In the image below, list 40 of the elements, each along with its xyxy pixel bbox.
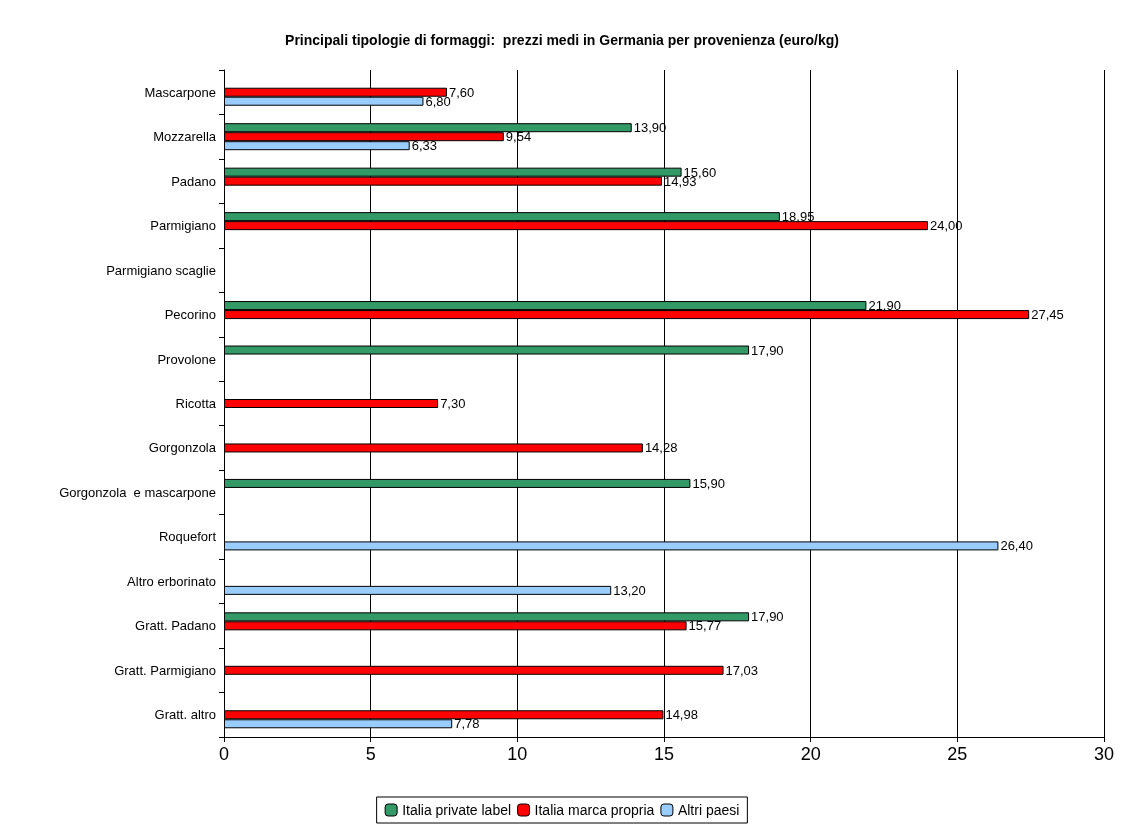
legend-label: Italia marca propria <box>534 802 655 818</box>
y-tick-label: Mozzarella <box>153 129 217 145</box>
data-label: 6,80 <box>425 93 451 109</box>
y-tick-label: Provolone <box>157 351 216 367</box>
data-label: 14,98 <box>665 707 698 723</box>
x-tick-label: 30 <box>1093 744 1115 764</box>
chart-title: Principali tipologie di formaggi: prezzi medi in Germania per provenienza (euro/kg) <box>285 32 839 48</box>
x-tick-label: 15 <box>653 744 675 764</box>
y-tick-label: Gratt. Parmigiano <box>114 662 216 678</box>
y-tick-label: Padano <box>171 173 216 189</box>
legend-label: Italia private label <box>402 802 512 818</box>
y-tick-label: Gorgonzola <box>148 440 217 456</box>
y-tick-label: Gorgonzola e mascarpone <box>59 484 216 500</box>
data-label: 6,33 <box>411 138 437 154</box>
data-label: 7,30 <box>440 396 466 411</box>
y-tick-label: Altro erborinato <box>127 573 216 589</box>
y-tick-label: Parmigiano scaglie <box>106 262 216 278</box>
data-label: 17,90 <box>751 609 784 625</box>
data-label: 21,90 <box>868 298 901 314</box>
data-label: 17,90 <box>751 342 784 358</box>
y-tick-label: Mascarpone <box>144 84 216 100</box>
data-label: 27,45 <box>1031 307 1064 323</box>
data-label: 13,20 <box>613 582 646 598</box>
x-tick-label: 10 <box>507 744 528 764</box>
x-tick-label: 20 <box>800 744 821 764</box>
data-label: 15,90 <box>692 475 725 491</box>
data-label: 26,40 <box>1000 538 1033 554</box>
y-tick-label: Gratt. altro <box>154 707 216 723</box>
x-tick-label: 25 <box>947 744 968 764</box>
y-tick-label: Gratt. Padano <box>135 618 216 634</box>
x-tick-label: 5 <box>365 744 376 764</box>
y-tick-label: Ricotta <box>175 396 217 411</box>
x-tick-label: 0 <box>218 744 230 764</box>
data-label: 15,77 <box>688 618 722 634</box>
y-tick-label: Roquefort <box>158 529 217 545</box>
y-tick-label: Pecorino <box>164 307 216 323</box>
y-tick-label: Parmigiano <box>150 218 216 234</box>
data-label: 17,03 <box>725 662 759 678</box>
legend-label: Altri paesi <box>677 802 740 818</box>
data-label: 7,78 <box>454 716 480 732</box>
